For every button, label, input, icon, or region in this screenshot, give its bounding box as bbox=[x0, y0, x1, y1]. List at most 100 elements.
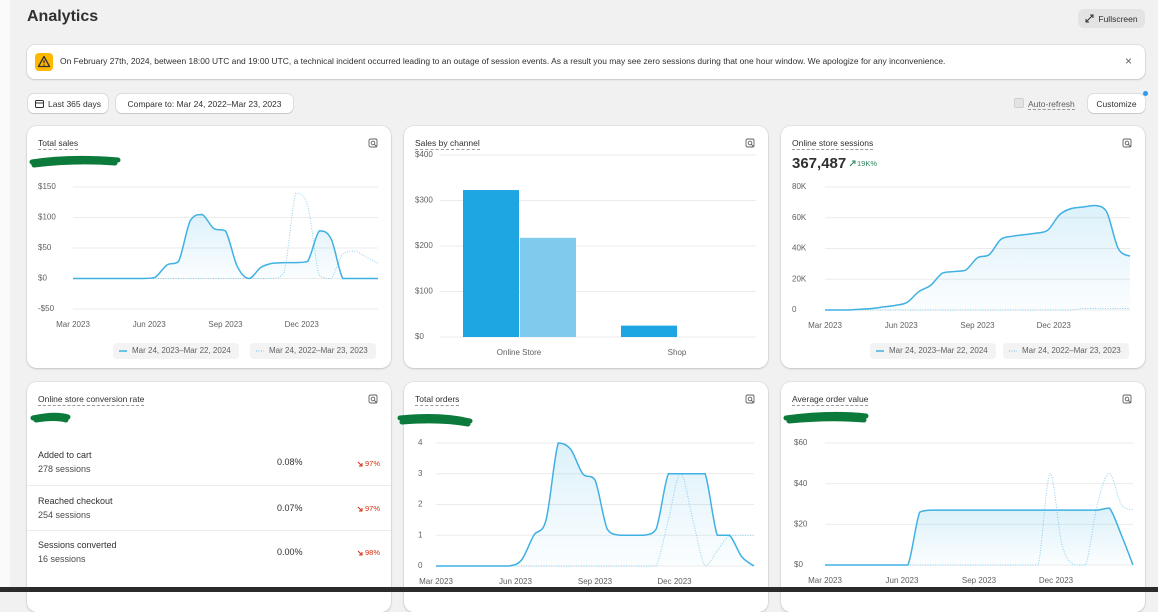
y-tick-label: $0 bbox=[38, 274, 47, 283]
x-tick-label: Mar 2023 bbox=[808, 576, 842, 585]
y-tick-label: $150 bbox=[38, 182, 56, 191]
y-tick-label: $0 bbox=[415, 332, 424, 341]
y-tick-label: $50 bbox=[38, 243, 52, 252]
funnel-step-sessions: 16 sessions bbox=[38, 554, 86, 564]
notification-dot bbox=[1143, 91, 1148, 96]
sessions-chart: 0 20K 40K 60K 80K Mar 2023 Jun 2023 Sep 2023 Dec… bbox=[792, 182, 1131, 359]
y-tick-label: 0 bbox=[792, 305, 797, 314]
customize-button[interactable]: Customize bbox=[1088, 94, 1145, 113]
total-orders-card: 0 1 2 3 4 Mar 2023 Jun 2023 Sep 2023 Dec 2023 To… bbox=[404, 382, 768, 612]
bar bbox=[463, 190, 519, 337]
aov-chart: $0 $20 $40 $60 Mar 2023 Jun 2023 Sep 2023 Dec 2… bbox=[794, 438, 1134, 585]
legend-item-bg bbox=[113, 343, 239, 359]
x-tick-label: Dec 2023 bbox=[1037, 321, 1072, 330]
x-tick-label: Dec 2023 bbox=[285, 320, 320, 329]
series-area bbox=[825, 508, 1133, 565]
x-tick-label: Jun 2023 bbox=[885, 321, 918, 330]
y-tick-label: 2 bbox=[418, 500, 423, 509]
compare-label: Compare to: Mar 24, 2022–Mar 23, 2023 bbox=[127, 98, 282, 109]
y-tick-label: $60 bbox=[794, 438, 808, 447]
series-line bbox=[436, 442, 755, 567]
x-tick-label: Sep 2023 bbox=[208, 320, 243, 329]
x-tick-label: Mar 2023 bbox=[56, 320, 90, 329]
funnel-step-rate: 0.07% bbox=[277, 503, 303, 513]
fullscreen-button[interactable]: Fullscreen bbox=[1078, 9, 1145, 28]
date-range-button[interactable]: Last 365 days bbox=[28, 94, 108, 113]
y-tick-label: 60K bbox=[792, 213, 807, 222]
warning-icon bbox=[35, 53, 53, 71]
sessions-card: 0 20K 40K 60K 80K Mar 2023 Jun 2023 Sep 2023 Dec… bbox=[781, 126, 1145, 368]
funnel-step-label: Sessions converted bbox=[38, 540, 117, 550]
auto-refresh-checkbox[interactable] bbox=[1014, 98, 1024, 108]
down-arrow-icon bbox=[357, 461, 363, 466]
funnel-step-rate: 0.00% bbox=[277, 547, 303, 557]
incident-banner: On February 27th, 2024, between 18:00 UT… bbox=[27, 45, 1145, 79]
fullscreen-label: Fullscreen bbox=[1098, 13, 1138, 24]
down-arrow-icon bbox=[357, 550, 363, 555]
card-title[interactable]: Total orders bbox=[415, 394, 460, 406]
funnel-step-change: 98% bbox=[357, 548, 380, 557]
page-title: Analytics bbox=[27, 8, 99, 25]
funnel-step-label: Added to cart bbox=[38, 450, 92, 460]
series-area bbox=[73, 214, 378, 279]
customize-label: Customize bbox=[1096, 98, 1137, 109]
card-title[interactable]: Online store conversion rate bbox=[38, 394, 145, 406]
legend-label: Mar 24, 2023–Mar 22, 2024 bbox=[889, 346, 988, 355]
banner-close[interactable]: × bbox=[1125, 54, 1133, 68]
y-tick-label: 20K bbox=[792, 274, 807, 283]
down-arrow-icon bbox=[357, 506, 363, 511]
y-tick-label: 4 bbox=[418, 438, 423, 447]
compare-button[interactable]: Compare to: Mar 24, 2022–Mar 23, 2023 bbox=[116, 94, 293, 113]
x-tick-label: Dec 2023 bbox=[657, 577, 692, 586]
legend-label: Mar 24, 2022–Mar 23, 2023 bbox=[1022, 346, 1121, 355]
sessions-value: 367,487 bbox=[792, 155, 847, 172]
funnel-change-text: 97% bbox=[365, 504, 381, 513]
y-tick-label: $200 bbox=[415, 241, 433, 250]
series-line bbox=[73, 213, 378, 280]
x-tick-label: Sep 2023 bbox=[962, 576, 997, 585]
y-tick-label: $400 bbox=[415, 150, 433, 159]
total-sales-card: -$50 $0 $50 $100 $150 Mar 2023 Jun 2023 Sep 202… bbox=[27, 126, 391, 368]
funnel-change-text: 98% bbox=[365, 548, 381, 557]
conversion-rate-card: Online store conversion rate Added to ca… bbox=[27, 382, 391, 612]
x-tick-label: Online Store bbox=[497, 348, 542, 357]
legend-label: Mar 24, 2022–Mar 23, 2023 bbox=[269, 346, 368, 355]
sidebar-edge bbox=[0, 0, 10, 592]
y-tick-label: 0 bbox=[418, 561, 423, 570]
y-tick-label: 1 bbox=[418, 530, 423, 539]
card-title[interactable]: Average order value bbox=[792, 394, 869, 406]
card-title[interactable]: Online store sessions bbox=[792, 138, 874, 150]
calendar-icon bbox=[35, 100, 45, 108]
y-tick-label: -$50 bbox=[38, 304, 55, 313]
y-tick-label: 80K bbox=[792, 182, 807, 191]
x-tick-label: Jun 2023 bbox=[886, 576, 919, 585]
y-tick-label: $100 bbox=[415, 287, 433, 296]
y-tick-label: $20 bbox=[794, 519, 808, 528]
x-tick-label: Sep 2023 bbox=[960, 321, 995, 330]
y-tick-label: $40 bbox=[794, 479, 808, 488]
legend-label: Mar 24, 2023–Mar 22, 2024 bbox=[132, 346, 231, 355]
y-tick-label: $100 bbox=[38, 213, 56, 222]
y-tick-label: $300 bbox=[415, 196, 433, 205]
y-tick-label: 3 bbox=[418, 469, 423, 478]
taskbar-edge bbox=[0, 587, 1158, 592]
card-title[interactable]: Total sales bbox=[38, 138, 79, 150]
funnel-step-change: 97% bbox=[357, 504, 380, 513]
x-tick-label: Jun 2023 bbox=[133, 320, 166, 329]
card-title[interactable]: Sales by channel bbox=[415, 138, 480, 150]
auto-refresh-label: Auto-refresh bbox=[1028, 99, 1075, 110]
sessions-change: 19K% bbox=[857, 159, 878, 168]
series-line bbox=[825, 507, 1134, 566]
funnel-step-rate: 0.08% bbox=[277, 457, 303, 467]
funnel-step-sessions: 278 sessions bbox=[38, 464, 91, 474]
sales-by-channel-chart: $0 $100 $200 $300 $400 Online Store Shop bbox=[415, 150, 756, 357]
bar bbox=[520, 237, 576, 337]
total-sales-chart: -$50 $0 $50 $100 $150 Mar 2023 Jun 2023 Sep 202… bbox=[38, 182, 379, 359]
y-tick-label: $0 bbox=[794, 560, 803, 569]
total-orders-chart: 0 1 2 3 4 Mar 2023 Jun 2023 Sep 2023 Dec 2023 bbox=[418, 438, 755, 586]
date-range-label: Last 365 days bbox=[48, 98, 101, 109]
funnel-step-change: 97% bbox=[357, 459, 380, 468]
row-divider bbox=[27, 485, 391, 486]
legend-item-bg bbox=[250, 343, 376, 359]
